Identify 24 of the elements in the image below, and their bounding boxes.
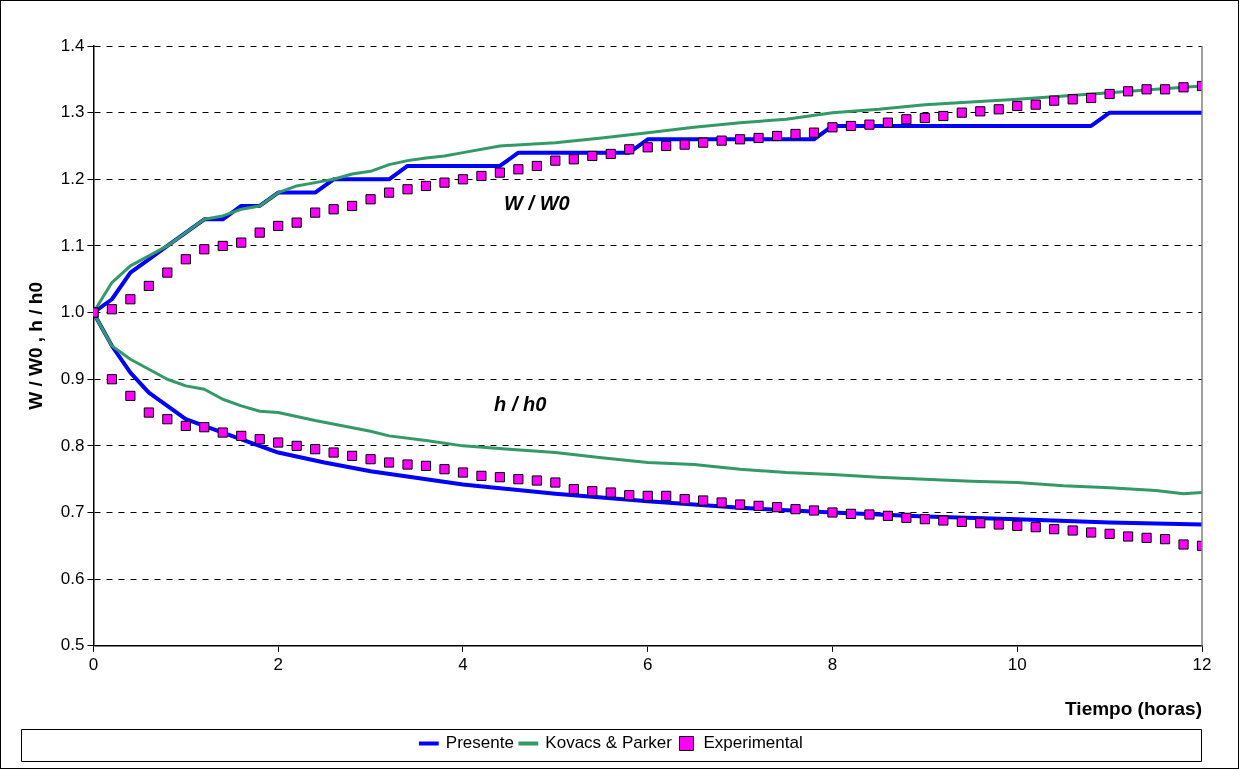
legend-label: Experimental [703,733,803,753]
y-tick-label: 1.4 [60,35,85,55]
x-tick-label: 4 [458,654,468,674]
y-tick-label: 1.3 [60,102,85,122]
y-tick-label: 0.5 [60,635,85,655]
y-tick-label: 0.8 [60,435,85,455]
x-tick-label: 10 [1007,654,1027,674]
x-tick-label: 8 [827,654,838,674]
y-tick-label: 1.1 [60,235,85,255]
y-tick-label: 0.7 [60,502,85,522]
y-tick-label: 1.2 [60,168,85,188]
x-tick-label: 6 [642,654,653,674]
y-tick-label: 1.0 [60,302,85,322]
legend-label: Presente [445,733,514,753]
annotation: W / W0 [504,192,570,215]
x-tick-label: 2 [273,654,283,674]
legend-label: Kovacs & Parker [545,733,673,753]
x-tick-label: 0 [88,654,99,674]
y-axis-title: W / W0 , h / h0 [24,282,46,410]
y-tick-label: 0.6 [60,568,85,588]
annotation: h / h0 [494,393,547,416]
x-axis-title: Tiempo (horas) [1065,697,1202,719]
x-tick-label: 12 [1192,654,1212,674]
y-tick-label: 0.9 [60,368,85,388]
